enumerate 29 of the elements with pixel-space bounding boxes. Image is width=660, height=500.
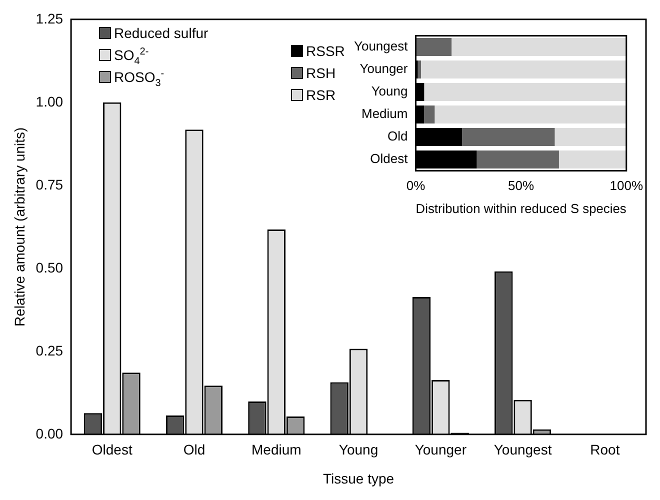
y-tick-label: 0.00 [36,425,64,442]
y-tick-label: 0.75 [36,176,64,192]
y-tick-label: 0.50 [36,259,64,276]
legend-label: RSH [306,64,336,83]
x-axis-title: Distribution within reduced S species [416,200,626,216]
x-tick-label: 50% [508,178,534,194]
y-axis-title: Relative amount (arbitrary units) [11,127,28,326]
y-tick-label: Old [388,128,408,144]
x-tick-label: 100% [610,178,644,194]
legend-label: RSSR [306,42,345,61]
x-axis-title: Tissue type [322,470,394,486]
y-tick-label: Young [371,84,408,99]
x-tick-label: Root [590,442,620,458]
legend-label: Reduced sulfur [114,24,208,43]
x-tick-label: Younger [414,442,467,458]
x-tick-label: Young [338,442,378,458]
y-tick-label: Oldest [370,151,408,166]
legend-label: RSR [306,86,336,105]
y-tick-label: Medium [361,106,408,122]
x-tick-label: Old [183,442,206,458]
x-tick-label: 0% [406,178,426,194]
y-tick-label: Youngest [354,38,408,54]
x-tick-label: Oldest [92,442,132,458]
y-tick-label: Younger [360,61,408,76]
y-tick-label: 1.25 [36,10,64,26]
y-tick-label: 0.25 [36,342,64,358]
x-tick-label: Youngest [494,442,552,458]
x-tick-label: Medium [251,442,302,458]
y-tick-label: 1.00 [36,93,64,110]
